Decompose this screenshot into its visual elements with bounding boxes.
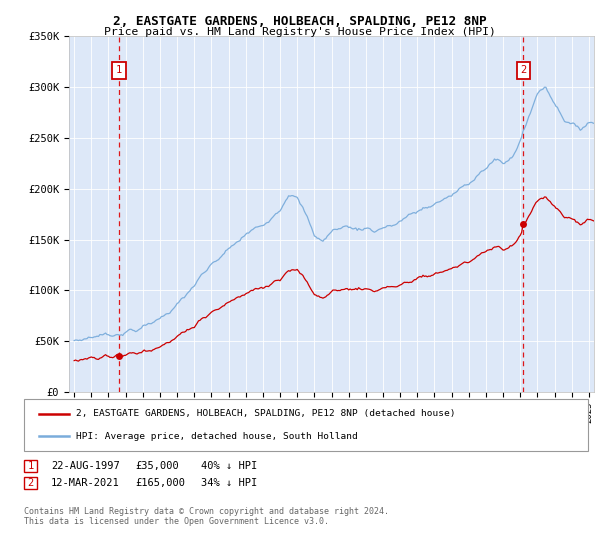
Text: £35,000: £35,000 bbox=[135, 461, 179, 471]
Text: 12-MAR-2021: 12-MAR-2021 bbox=[51, 478, 120, 488]
Text: 34% ↓ HPI: 34% ↓ HPI bbox=[201, 478, 257, 488]
Text: 2: 2 bbox=[520, 65, 526, 75]
Text: 1: 1 bbox=[116, 65, 122, 75]
Text: Price paid vs. HM Land Registry's House Price Index (HPI): Price paid vs. HM Land Registry's House … bbox=[104, 27, 496, 37]
Text: Contains HM Land Registry data © Crown copyright and database right 2024.
This d: Contains HM Land Registry data © Crown c… bbox=[24, 507, 389, 526]
Text: 2, EASTGATE GARDENS, HOLBEACH, SPALDING, PE12 8NP: 2, EASTGATE GARDENS, HOLBEACH, SPALDING,… bbox=[113, 15, 487, 27]
Text: 40% ↓ HPI: 40% ↓ HPI bbox=[201, 461, 257, 471]
Text: 2: 2 bbox=[28, 478, 34, 488]
Text: £165,000: £165,000 bbox=[135, 478, 185, 488]
Text: 1: 1 bbox=[28, 461, 34, 471]
Text: 22-AUG-1997: 22-AUG-1997 bbox=[51, 461, 120, 471]
Text: HPI: Average price, detached house, South Holland: HPI: Average price, detached house, Sout… bbox=[76, 432, 358, 441]
Text: 2, EASTGATE GARDENS, HOLBEACH, SPALDING, PE12 8NP (detached house): 2, EASTGATE GARDENS, HOLBEACH, SPALDING,… bbox=[76, 409, 456, 418]
